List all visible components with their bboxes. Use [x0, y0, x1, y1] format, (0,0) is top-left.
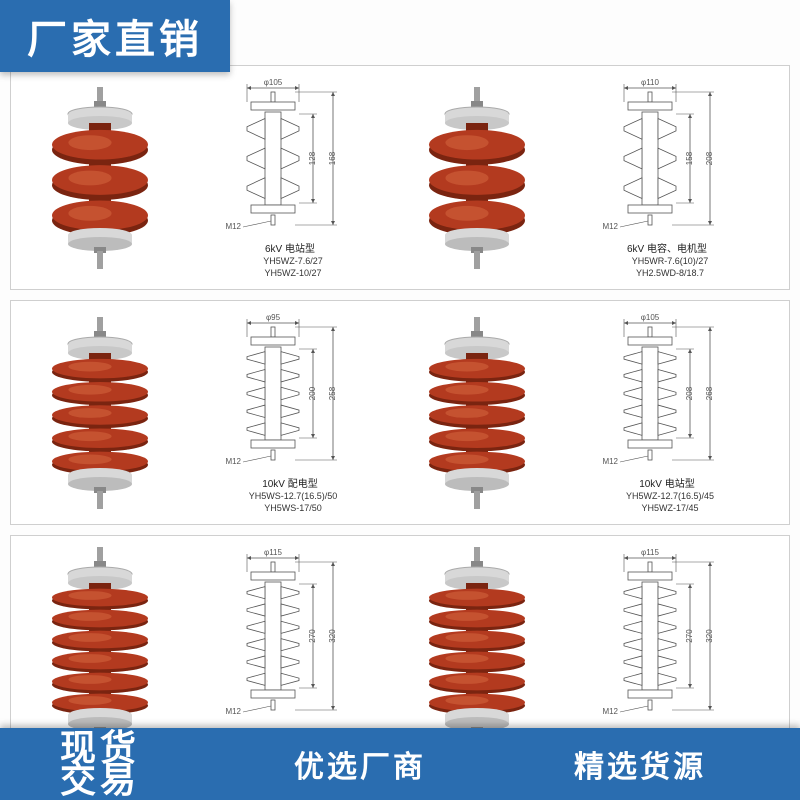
svg-text:M12: M12: [602, 707, 618, 716]
caption-model-1: YH5WZ-12.7(16.5)/45: [626, 491, 714, 503]
product-row-1: φ105 M12 128 168 6kV 电站型 YH5WZ-7.6/27 YH5WZ…: [10, 65, 790, 290]
svg-text:158: 158: [685, 151, 694, 165]
svg-text:270: 270: [308, 629, 317, 643]
caption-model-1: YH5WZ-7.6/27: [263, 256, 323, 268]
product-caption: 10kV 电站型 YH5WZ-12.7(16.5)/45 YH5WZ-17/45: [626, 478, 714, 514]
caption-model-1: YH5WS-12.7(16.5)/50: [249, 491, 338, 503]
svg-text:168: 168: [328, 151, 337, 165]
promo-bottom-right-2: 精选货源: [574, 742, 706, 786]
svg-text:320: 320: [328, 629, 337, 643]
promo-bottom-left-line2: 交易: [60, 761, 140, 799]
arrester-diagram-svg: φ105 M12 208 268: [590, 311, 750, 476]
product-cell-r3c1: φ115 M12 270 320: [23, 546, 400, 753]
caption-model-1: YH5WR-7.6(10)/27: [627, 256, 713, 268]
caption-title: 10kV 电站型: [639, 478, 695, 491]
svg-text:φ105: φ105: [264, 78, 283, 87]
promo-badge-top-text: 厂家直销: [27, 7, 203, 65]
product-row-2: φ95 M12 200 258 10kV 配电型 YH5WS-12.7(16.5)/5…: [10, 300, 790, 525]
promo-bottom-right-1: 优选厂商: [294, 742, 426, 786]
product-diagram-r3c2: φ115 M12 270 320: [563, 546, 777, 753]
arrester-diagram-svg: φ95 M12 200 258: [213, 311, 373, 476]
promo-badge-bottom-right: 优选厂商 精选货源: [200, 742, 800, 786]
promo-badge-bottom: 现货 交易 优选厂商 精选货源: [0, 728, 800, 800]
product-caption: 6kV 电容、电机型 YH5WR-7.6(10)/27 YH2.5WD-8/18…: [627, 243, 713, 279]
product-caption: 10kV 配电型 YH5WS-12.7(16.5)/50 YH5WS-17/50: [249, 478, 338, 514]
svg-text:M12: M12: [602, 222, 618, 231]
svg-text:270: 270: [685, 629, 694, 643]
svg-text:208: 208: [685, 386, 694, 400]
product-photo-r3c1: [23, 546, 178, 753]
arrester-photo-svg: [417, 315, 537, 515]
arrester-photo-svg: [417, 545, 537, 755]
svg-text:320: 320: [705, 629, 714, 643]
product-diagram-r2c2: φ105 M12 208 268 10kV 电站型 YH5WZ-12.7(16.5)/…: [563, 311, 777, 518]
svg-text:128: 128: [308, 151, 317, 165]
arrester-diagram-svg: φ105 M12 128 168: [213, 76, 373, 241]
svg-text:M12: M12: [602, 457, 618, 466]
product-photo-r3c2: [400, 546, 555, 753]
caption-title: 6kV 电站型: [265, 243, 315, 256]
product-photo-r1c1: [23, 76, 178, 283]
promo-badge-bottom-left: 现货 交易: [0, 729, 200, 799]
svg-text:φ95: φ95: [266, 313, 281, 322]
svg-text:208: 208: [705, 151, 714, 165]
product-diagram-r2c1: φ95 M12 200 258 10kV 配电型 YH5WS-12.7(16.5)/5…: [186, 311, 400, 518]
caption-title: 6kV 电容、电机型: [627, 243, 707, 256]
product-caption: 6kV 电站型 YH5WZ-7.6/27 YH5WZ-10/27: [263, 243, 323, 279]
caption-model-2: YH5WZ-17/45: [626, 503, 714, 515]
product-diagram-r1c2: φ110 M12 158 208 6kV 电容、电机型 YH5WR-7.6(10)/2…: [563, 76, 777, 283]
svg-text:268: 268: [705, 386, 714, 400]
arrester-photo-svg: [40, 315, 160, 515]
arrester-diagram-svg: φ115 M12 270 320: [590, 546, 750, 726]
caption-model-2: YH5WS-17/50: [249, 503, 338, 515]
product-photo-r1c2: [400, 76, 555, 283]
arrester-diagram-svg: φ110 M12 158 208: [590, 76, 750, 241]
product-cell-r1c1: φ105 M12 128 168 6kV 电站型 YH5WZ-7.6/27 YH5WZ…: [23, 76, 400, 283]
caption-model-2: YH2.5WD-8/18.7: [627, 268, 713, 280]
product-diagram-r3c1: φ115 M12 270 320: [186, 546, 400, 753]
caption-model-2: YH5WZ-10/27: [263, 268, 323, 280]
caption-title: 10kV 配电型: [262, 478, 318, 491]
arrester-photo-svg: [40, 85, 160, 275]
svg-text:φ115: φ115: [641, 548, 659, 557]
promo-badge-top: 厂家直销: [0, 0, 230, 72]
svg-text:φ110: φ110: [641, 78, 659, 87]
product-photo-r2c2: [400, 311, 555, 518]
svg-text:φ105: φ105: [641, 313, 660, 322]
svg-text:258: 258: [328, 386, 337, 400]
svg-text:M12: M12: [225, 222, 241, 231]
arrester-photo-svg: [40, 545, 160, 755]
product-cell-r3c2: φ115 M12 270 320: [400, 546, 777, 753]
svg-text:200: 200: [308, 386, 317, 400]
svg-text:φ115: φ115: [264, 548, 282, 557]
svg-text:M12: M12: [225, 707, 241, 716]
product-diagram-r1c1: φ105 M12 128 168 6kV 电站型 YH5WZ-7.6/27 YH5WZ…: [186, 76, 400, 283]
arrester-diagram-svg: φ115 M12 270 320: [213, 546, 373, 726]
product-cell-r1c2: φ110 M12 158 208 6kV 电容、电机型 YH5WR-7.6(10)/2…: [400, 76, 777, 283]
arrester-photo-svg: [417, 85, 537, 275]
svg-text:M12: M12: [225, 457, 241, 466]
product-cell-r2c2: φ105 M12 208 268 10kV 电站型 YH5WZ-12.7(16.5)/…: [400, 311, 777, 518]
product-cell-r2c1: φ95 M12 200 258 10kV 配电型 YH5WS-12.7(16.5)/5…: [23, 311, 400, 518]
product-photo-r2c1: [23, 311, 178, 518]
